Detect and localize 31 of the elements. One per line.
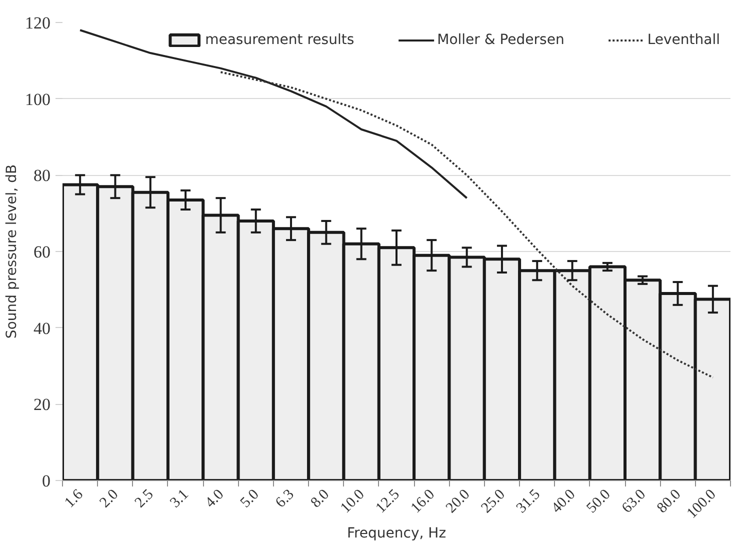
y-tick-label: 20 [34, 395, 50, 414]
legend-label: measurement results [205, 32, 354, 48]
x-tick-label: 12.5 [372, 486, 403, 516]
y-tick-label: 100 [25, 90, 50, 109]
y-tick-label: 60 [34, 242, 50, 262]
y-tick-label: 0 [42, 472, 50, 490]
x-tick-label: 31.5 [514, 486, 544, 516]
x-tick-label: 5.0 [238, 486, 262, 512]
line-series [220, 71, 714, 378]
x-tick-label: 10.0 [338, 486, 368, 516]
x-tick-label: 50.0 [584, 486, 614, 516]
x-tick-label: 40.0 [548, 486, 579, 516]
x-tick-label: 3.1 [167, 486, 192, 512]
x-tick-label: 4.0 [202, 486, 228, 512]
y-tick-label: 120 [25, 14, 50, 32]
x-tick-label: 80.0 [654, 486, 684, 516]
x-tick-label: 1.6 [62, 486, 87, 512]
legend-label: Moller & Pedersen [437, 32, 564, 48]
x-tick-label: 2.5 [132, 486, 157, 512]
x-tick-label: 20.0 [443, 486, 474, 516]
y-tick-label: 40 [34, 318, 50, 338]
x-tick-label: 63.0 [619, 486, 649, 516]
legend-label: Leventhall [647, 32, 720, 48]
x-axis-title: Frequency, Hz [346, 525, 446, 542]
y-axis-title: Sound pressure level, dB [4, 164, 20, 339]
x-tick-label: 6.3 [272, 486, 298, 512]
x-tick-label: 25.0 [478, 486, 508, 516]
x-tick-label: 8.0 [308, 486, 333, 512]
x-tick-label: 16.0 [408, 486, 438, 516]
y-tick-label: 80 [34, 166, 50, 186]
x-tick-label: 2.0 [97, 486, 122, 512]
